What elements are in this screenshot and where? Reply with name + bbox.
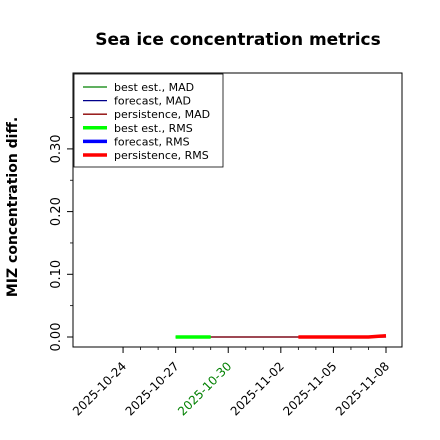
plot-frame (72, 72, 403, 348)
legend-label: forecast, RMS (114, 135, 190, 148)
y-tick-label: 0.20 (49, 197, 64, 226)
y-tick-label: 0.30 (49, 134, 64, 163)
x-tick-label: 2025-10-27 (123, 359, 182, 418)
x-tick-label: 2025-11-02 (228, 359, 287, 418)
chart-title: Sea ice concentration metrics (95, 30, 381, 50)
legend-box (73, 73, 224, 168)
y-tick-label: 0.10 (49, 260, 64, 289)
legend-label: best est., MAD (114, 81, 194, 94)
legend-label: persistence, MAD (114, 108, 210, 121)
x-tick-label: 2025-10-24 (70, 359, 129, 418)
x-tick-label: 2025-11-05 (280, 359, 339, 418)
x-tick-label: 2025-11-08 (333, 359, 392, 418)
series-lines (175, 333, 387, 339)
legend-label: persistence, RMS (114, 149, 209, 162)
y-axis-label: MIZ concentration diff. (5, 117, 21, 297)
legend-label: forecast, MAD (114, 95, 191, 108)
series-line-5 (298, 333, 387, 339)
y-tick-label: 0.00 (49, 323, 64, 352)
x-tick-label: 2025-10-30 (175, 359, 234, 418)
legend-label: best est., RMS (114, 122, 193, 135)
